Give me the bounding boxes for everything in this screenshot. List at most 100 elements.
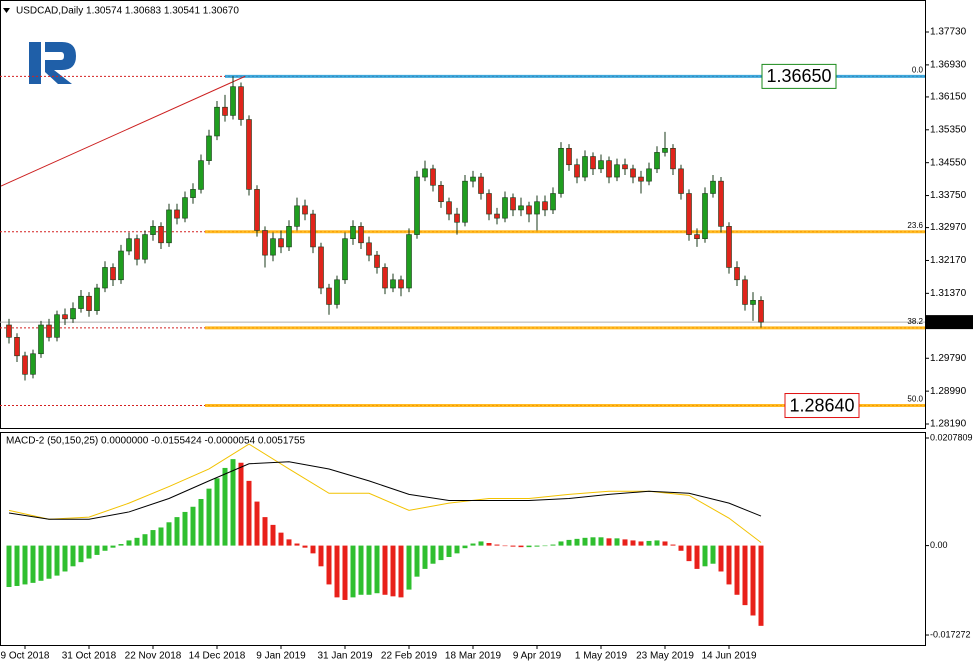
candle-body	[742, 279, 748, 305]
candle-body	[334, 279, 340, 305]
macd-bar	[366, 545, 372, 595]
y-tick-label: 1.28990	[930, 386, 967, 397]
candle-body	[662, 147, 668, 153]
candle-body	[110, 267, 116, 281]
macd-bar	[326, 545, 332, 585]
macd-bar	[750, 545, 756, 616]
y-tick-label: 1.34550	[930, 157, 967, 168]
y-tick-label: 1.32970	[930, 222, 967, 233]
macd-bar	[758, 545, 764, 626]
macd-bar	[494, 544, 500, 546]
candle-body	[622, 164, 628, 170]
candle-body	[686, 193, 692, 235]
candle-body	[702, 193, 708, 239]
x-tick-label: 23 May 2019	[636, 651, 694, 662]
candle-body	[166, 209, 172, 244]
trendline	[0, 75, 246, 187]
macd-bar	[374, 545, 380, 594]
current-price-box	[926, 315, 973, 330]
candle-body	[230, 86, 236, 116]
candle-body	[342, 238, 348, 281]
price-tag-box	[784, 393, 860, 419]
price-tag-label: 1.28640	[789, 395, 854, 415]
macd-bar	[478, 541, 484, 546]
macd-bar	[654, 540, 660, 546]
candle-body	[678, 168, 684, 194]
candle-body	[214, 106, 220, 137]
macd-bar	[726, 545, 732, 585]
macd-bar	[446, 545, 452, 557]
candle-body	[182, 197, 188, 219]
candle-body	[718, 180, 724, 227]
candle-body	[726, 226, 732, 268]
x-tick-label: 31 Oct 2018	[62, 651, 117, 662]
macd-bar	[518, 545, 524, 548]
candle-body	[78, 295, 84, 309]
candle-body	[414, 176, 420, 235]
candle-body	[54, 314, 60, 338]
x-tick-label: 22 Nov 2018	[125, 651, 182, 662]
price-title: USDCAD,Daily 1.30574 1.30683 1.30541 1.3…	[16, 6, 239, 17]
macd-bar	[382, 545, 388, 595]
macd-bar	[630, 540, 636, 546]
candle-body	[190, 189, 196, 198]
macd-bar	[302, 545, 308, 548]
candle-body	[142, 234, 148, 260]
macd-bar	[262, 517, 268, 546]
candle-body	[614, 164, 620, 178]
fib-level-label: 38.2	[907, 317, 923, 326]
candle-body	[302, 205, 308, 215]
candle-body	[470, 176, 476, 182]
candle-body	[574, 164, 580, 178]
macd-bar	[430, 545, 436, 564]
y-tick-label: -0.017272	[930, 629, 971, 639]
macd-bar	[246, 480, 252, 546]
macd-bar	[678, 545, 684, 551]
macd-bar	[190, 506, 196, 546]
macd-bar	[422, 545, 428, 569]
x-tick-label: 1 May 2019	[575, 651, 628, 662]
x-tick-label: 31 Jan 2019	[317, 651, 372, 662]
y-tick-label: 1.36930	[930, 60, 967, 71]
y-tick-label: 0.0207809	[930, 432, 973, 442]
macd-bar	[38, 545, 44, 581]
x-tick-label: 18 Mar 2019	[445, 651, 502, 662]
macd-bar	[526, 545, 532, 548]
candle-body	[582, 156, 588, 178]
macd-bar	[670, 544, 676, 546]
macd-bar	[622, 539, 628, 546]
x-tick-label: 22 Feb 2019	[381, 651, 438, 662]
candle-body	[670, 147, 676, 170]
macd-bar	[30, 545, 36, 583]
macd-bar	[118, 544, 124, 546]
candle-body	[478, 176, 484, 194]
candle-body	[638, 176, 644, 182]
macd-bar	[406, 545, 412, 590]
macd-bar	[86, 545, 92, 559]
macd-bar	[14, 545, 20, 586]
candle-body	[206, 135, 212, 161]
y-tick-label: 1.33750	[930, 190, 967, 201]
macd-bar	[686, 545, 692, 562]
candle-body	[94, 287, 100, 311]
macd-bar	[230, 459, 236, 546]
candle-body	[494, 213, 500, 219]
macd-bar	[254, 501, 260, 546]
candle-body	[558, 147, 564, 194]
macd-bar	[646, 540, 652, 546]
candle-body	[646, 168, 652, 182]
candle-body	[382, 267, 388, 289]
x-tick-label: 9 Jan 2019	[256, 651, 306, 662]
candle-body	[318, 246, 324, 289]
candle-body	[350, 226, 356, 239]
macd-bar	[198, 498, 204, 546]
candle-body	[590, 156, 596, 170]
x-tick-label: 9 Apr 2019	[513, 651, 562, 662]
fib-level-label: 23.6	[907, 221, 923, 230]
macd-line	[8, 443, 762, 543]
macd-bar	[150, 530, 156, 546]
macd-bar	[350, 545, 356, 598]
candle-body	[598, 160, 604, 170]
macd-bar	[126, 540, 132, 546]
